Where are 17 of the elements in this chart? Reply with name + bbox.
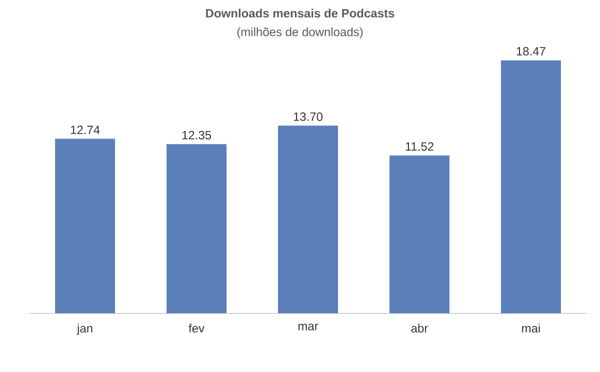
data-label: 12.74 <box>70 126 100 134</box>
bar <box>55 138 116 314</box>
chart-subtitle: (milhões de downloads) <box>237 27 363 39</box>
x-tick-label: mai <box>522 324 540 333</box>
data-label: 18.47 <box>516 47 546 56</box>
bar <box>166 144 227 314</box>
chart-title: Downloads mensais de Podcasts <box>206 8 394 18</box>
data-label: 11.52 <box>406 142 434 151</box>
data-label: 13.70 <box>294 112 323 121</box>
bar <box>278 126 338 314</box>
bar <box>389 155 450 314</box>
x-tick-label: mar <box>298 324 318 330</box>
bar <box>500 60 561 314</box>
x-tick-label: abr <box>411 324 428 333</box>
x-tick-label: jan <box>76 324 92 335</box>
data-label: 12.35 <box>182 130 212 140</box>
x-tick-label: fev <box>188 324 204 333</box>
